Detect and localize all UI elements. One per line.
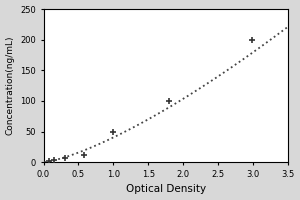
Point xyxy=(111,130,116,133)
Point xyxy=(46,160,51,163)
Y-axis label: Concentration(ng/mL): Concentration(ng/mL) xyxy=(6,36,15,135)
Point xyxy=(62,157,67,160)
Point xyxy=(82,153,86,156)
X-axis label: Optical Density: Optical Density xyxy=(126,184,206,194)
Point xyxy=(250,38,255,41)
Point xyxy=(52,159,57,162)
Point xyxy=(167,99,172,103)
